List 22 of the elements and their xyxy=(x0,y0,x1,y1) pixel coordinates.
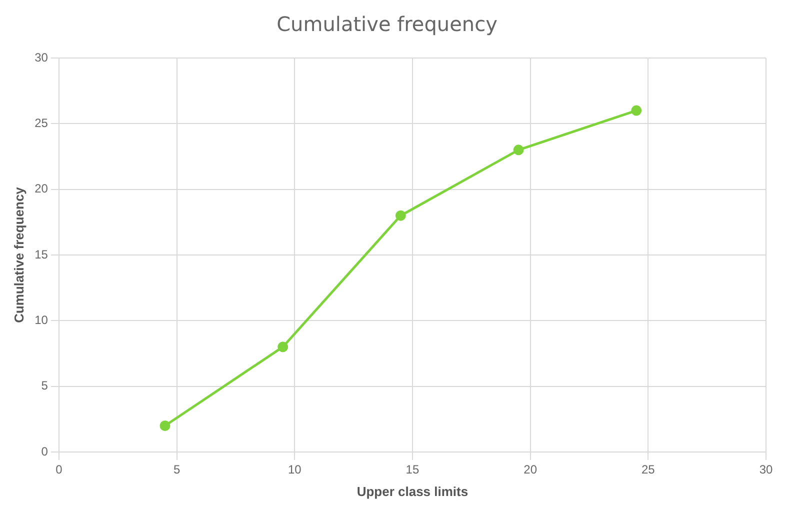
x-axis-title: Upper class limits xyxy=(356,484,468,499)
y-tick-label: 10 xyxy=(34,312,48,327)
x-tick-label: 0 xyxy=(56,462,63,477)
point xyxy=(395,210,406,221)
y-tick-label: 5 xyxy=(41,378,48,393)
point xyxy=(631,105,642,116)
x-tick-label: 20 xyxy=(524,462,538,477)
x-tick-label: 30 xyxy=(759,462,773,477)
x-tick-label: 25 xyxy=(641,462,656,477)
x-tick-label: 10 xyxy=(288,462,302,477)
y-axis-title: Cumulative frequency xyxy=(11,186,26,323)
y-tick-label: 0 xyxy=(41,444,48,458)
y-tick-label: 30 xyxy=(34,50,48,64)
chart-title: Cumulative frequency xyxy=(276,12,498,36)
y-tick-label: 25 xyxy=(34,116,48,130)
y-tick-label: 20 xyxy=(34,182,48,196)
x-tick-label: 5 xyxy=(173,462,180,477)
x-tick-label: 15 xyxy=(406,462,420,477)
point xyxy=(160,420,170,431)
point xyxy=(513,144,524,156)
y-tick-label: 15 xyxy=(34,247,48,262)
point xyxy=(278,342,288,352)
